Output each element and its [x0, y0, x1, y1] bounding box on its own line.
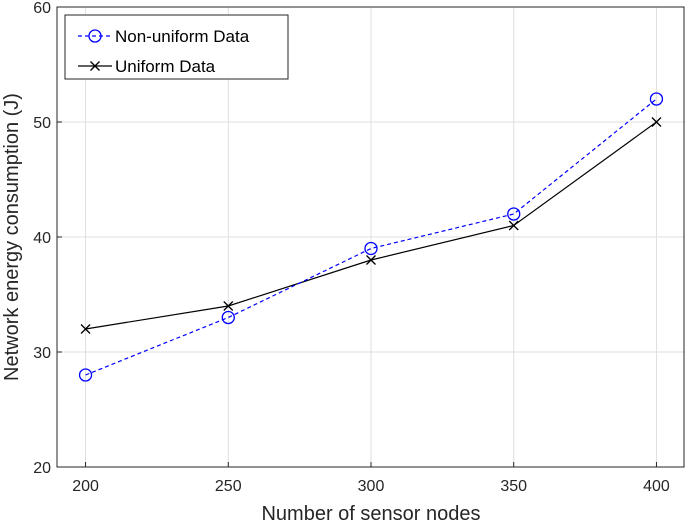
data-point-x	[223, 301, 234, 311]
legend-marker-shape	[90, 61, 100, 71]
y-tick-label: 30	[33, 345, 51, 362]
marker-stroke	[223, 301, 234, 311]
y-tick-label: 40	[33, 230, 51, 247]
x-tick-label: 350	[500, 478, 527, 495]
data-point-x	[508, 220, 519, 231]
legend-marker-circle	[88, 29, 102, 43]
x-axis-label: Number of sensor nodes	[261, 503, 480, 525]
y-axis-label: Network energy consumption (J)	[1, 93, 23, 381]
legend-entry-uniform: Uniform Data	[115, 57, 216, 76]
legend-box	[64, 14, 289, 80]
marker-stroke	[508, 220, 519, 231]
marker-stroke	[651, 117, 662, 127]
x-tick-label: 300	[358, 478, 385, 495]
series-lines	[78, 92, 664, 382]
series-line-non-uniform	[85, 98, 657, 376]
y-tick-label: 20	[33, 460, 51, 477]
legend-marker-x	[90, 61, 100, 71]
marker-stroke	[366, 255, 376, 265]
data-point-circle	[507, 207, 521, 221]
x-tick-label: 400	[643, 478, 670, 495]
marker-stroke	[80, 324, 91, 334]
y-tick-label: 60	[33, 0, 51, 17]
data-point-circle	[78, 368, 93, 382]
legend: Non-uniform Data Uniform Data	[64, 14, 289, 80]
x-tick-label: 250	[215, 478, 242, 495]
data-point-x	[651, 117, 662, 127]
marker-stroke	[90, 61, 100, 71]
axis-ticks: 200 250 300 350 400 20 30 40 50 60	[33, 0, 670, 495]
data-point-circle	[649, 92, 664, 106]
x-tick-label: 200	[72, 478, 99, 495]
data-point-circle	[221, 310, 235, 325]
data-point-circle	[364, 241, 378, 256]
y-tick-label: 50	[33, 115, 51, 132]
legend-entry-non-uniform: Non-uniform Data	[115, 27, 250, 46]
data-point-x	[80, 324, 91, 334]
data-point-x	[366, 255, 376, 265]
legend-marker-shape	[88, 29, 102, 43]
